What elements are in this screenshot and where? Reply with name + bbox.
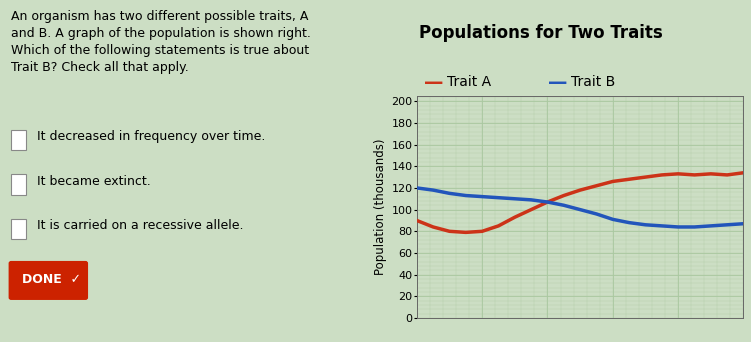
Text: An organism has two different possible traits, A
and B. A graph of the populatio: An organism has two different possible t… [11, 10, 311, 74]
FancyBboxPatch shape [11, 219, 26, 239]
Text: It became extinct.: It became extinct. [38, 175, 151, 188]
Text: —: — [548, 73, 568, 92]
FancyBboxPatch shape [11, 130, 26, 150]
Text: Trait B: Trait B [571, 75, 615, 89]
Text: It is carried on a recessive allele.: It is carried on a recessive allele. [38, 219, 243, 232]
Y-axis label: Population (thousands): Population (thousands) [374, 139, 388, 275]
Text: Populations for Two Traits: Populations for Two Traits [419, 24, 662, 42]
FancyBboxPatch shape [9, 262, 87, 299]
Text: DONE  ✓: DONE ✓ [23, 273, 81, 286]
Text: —: — [424, 73, 444, 92]
Text: Trait A: Trait A [447, 75, 491, 89]
Text: It decreased in frequency over time.: It decreased in frequency over time. [38, 130, 266, 143]
FancyBboxPatch shape [11, 174, 26, 195]
